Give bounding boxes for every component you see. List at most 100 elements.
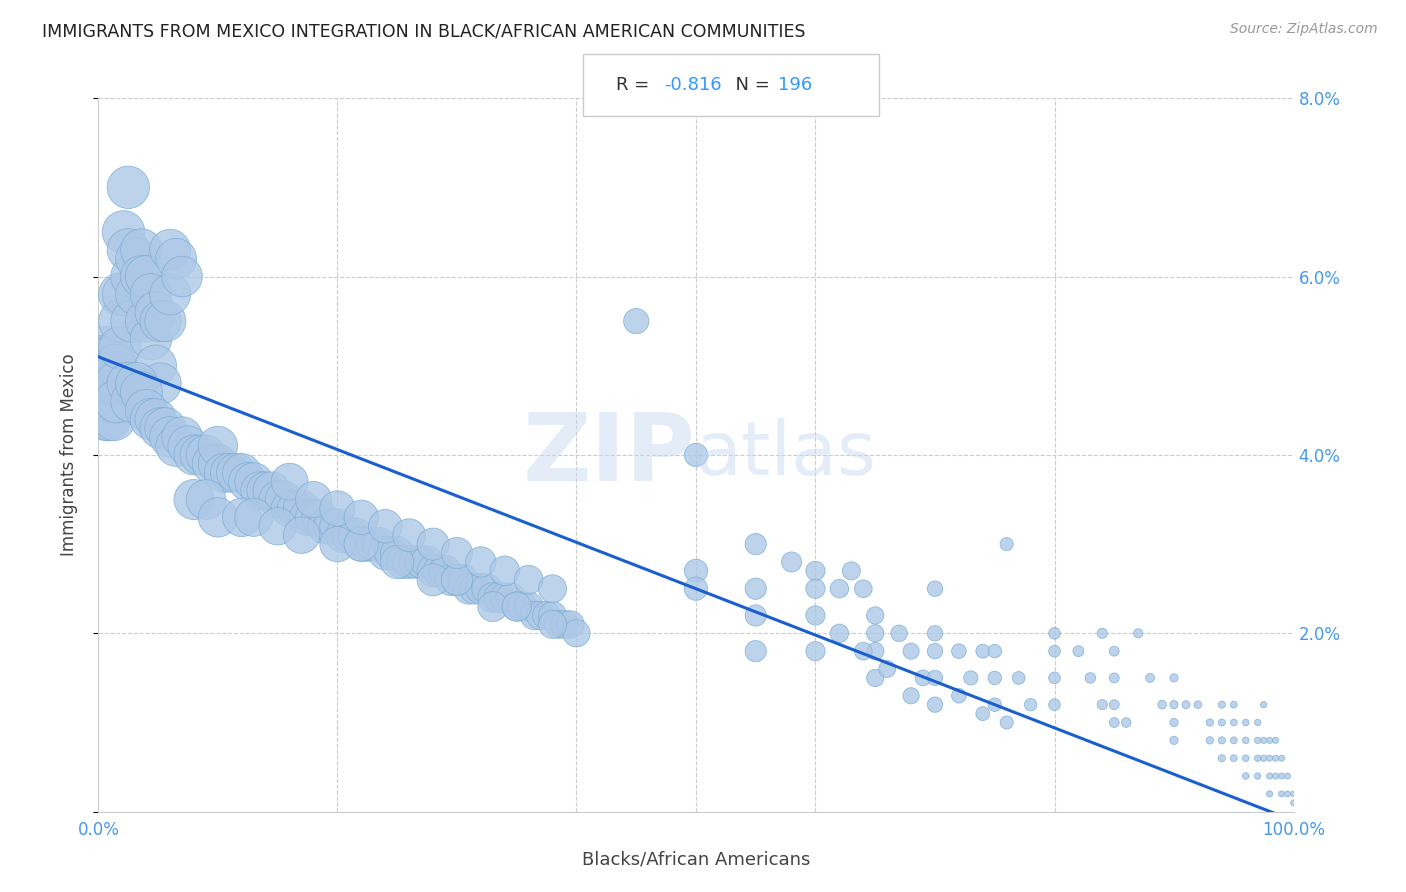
Point — [517, 599, 540, 614]
Point — [1019, 698, 1042, 712]
Point — [135, 269, 157, 284]
Point — [804, 644, 827, 658]
Point — [135, 403, 157, 417]
Point — [804, 582, 827, 596]
Point — [1091, 698, 1114, 712]
Point — [852, 644, 875, 658]
Point — [1222, 733, 1246, 747]
Point — [374, 546, 396, 560]
Point — [1187, 698, 1209, 712]
Point — [1258, 787, 1281, 801]
Point — [326, 501, 349, 516]
Point — [103, 412, 125, 426]
Point — [685, 564, 707, 578]
Point — [135, 314, 157, 328]
Point — [900, 689, 922, 703]
Point — [1163, 698, 1185, 712]
Point — [149, 314, 172, 328]
Point — [1271, 787, 1294, 801]
Point — [291, 528, 314, 542]
Point — [284, 501, 307, 516]
Point — [422, 564, 444, 578]
Point — [326, 537, 349, 551]
Point — [506, 599, 529, 614]
Point — [481, 599, 505, 614]
Point — [121, 269, 143, 284]
Point — [103, 394, 125, 409]
Point — [1211, 751, 1233, 765]
Point — [93, 368, 115, 382]
Point — [541, 617, 564, 632]
Point — [207, 457, 229, 471]
Point — [745, 582, 768, 596]
Point — [995, 715, 1018, 730]
Point — [302, 510, 325, 524]
Point — [1271, 769, 1294, 783]
Point — [1264, 733, 1286, 747]
Point — [745, 537, 768, 551]
Point — [1198, 715, 1220, 730]
Point — [159, 287, 181, 301]
Point — [231, 510, 253, 524]
Point — [924, 644, 946, 658]
Point — [1043, 671, 1066, 685]
Point — [243, 510, 266, 524]
Point — [1264, 769, 1286, 783]
Point — [1198, 733, 1220, 747]
Point — [924, 698, 946, 712]
Point — [201, 457, 224, 471]
Point — [446, 573, 468, 587]
Point — [1150, 698, 1173, 712]
Point — [1091, 626, 1114, 640]
Point — [278, 475, 301, 489]
Point — [433, 564, 456, 578]
Point — [131, 243, 153, 257]
Text: N =: N = — [724, 76, 776, 94]
Point — [470, 582, 492, 596]
Point — [93, 350, 115, 364]
Point — [392, 555, 415, 569]
Point — [828, 582, 851, 596]
Point — [499, 591, 522, 605]
Point — [529, 608, 551, 623]
Point — [1282, 796, 1305, 810]
Point — [363, 537, 385, 551]
Point — [780, 555, 803, 569]
Point — [117, 180, 139, 194]
Point — [889, 626, 911, 640]
Point — [165, 252, 187, 266]
Point — [488, 591, 510, 605]
Point — [422, 573, 444, 587]
Point — [356, 537, 378, 551]
Point — [959, 671, 981, 685]
Point — [98, 376, 121, 391]
Point — [278, 501, 301, 516]
Text: ZIP: ZIP — [523, 409, 696, 501]
Point — [446, 573, 468, 587]
Point — [93, 341, 115, 355]
Point — [131, 385, 153, 400]
Point — [225, 466, 247, 480]
Text: -0.816: -0.816 — [664, 76, 721, 94]
Point — [517, 573, 540, 587]
Point — [149, 376, 172, 391]
Point — [1246, 715, 1268, 730]
Point — [105, 359, 128, 373]
Point — [863, 644, 887, 658]
Point — [105, 376, 128, 391]
Point — [159, 243, 181, 257]
Point — [1211, 715, 1233, 730]
Point — [451, 573, 474, 587]
Point — [267, 492, 290, 507]
Point — [541, 608, 564, 623]
Point — [172, 430, 194, 444]
Point — [100, 394, 122, 409]
Point — [1211, 698, 1233, 712]
Point — [100, 350, 122, 364]
Point — [1258, 751, 1281, 765]
Text: atlas: atlas — [696, 418, 877, 491]
Point — [995, 537, 1018, 551]
Point — [93, 376, 115, 391]
Point — [745, 608, 768, 623]
Point — [155, 421, 177, 435]
